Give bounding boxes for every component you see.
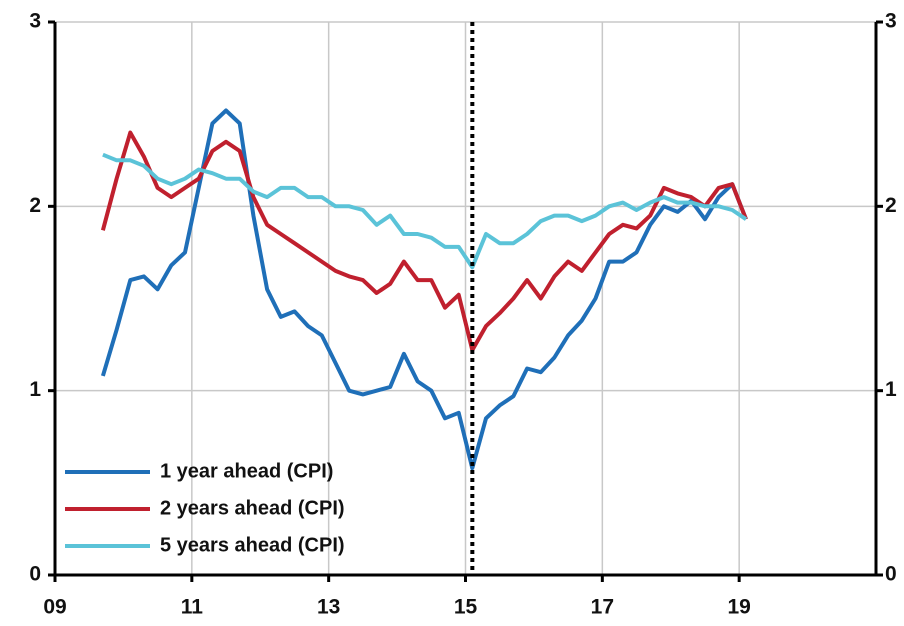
y-tick-label: 1 <box>29 378 41 401</box>
y-tick-label: 2 <box>29 194 41 217</box>
y2-tick-label: 3 <box>885 10 897 33</box>
x-tick-label: 17 <box>591 596 614 619</box>
legend-label: 2 years ahead (CPI) <box>160 497 345 519</box>
legend-label: 1 year ahead (CPI) <box>160 460 333 482</box>
y-tick-label: 3 <box>29 10 41 33</box>
y2-tick-label: 2 <box>885 194 897 217</box>
x-tick-label: 13 <box>317 596 340 619</box>
x-tick-label: 09 <box>43 596 66 619</box>
y-tick-label: 0 <box>29 563 41 586</box>
y2-tick-label: 0 <box>885 563 897 586</box>
y2-tick-label: 1 <box>885 378 897 401</box>
x-tick-label: 15 <box>454 596 478 619</box>
series-line <box>100 108 748 471</box>
x-tick-label: 19 <box>727 596 750 619</box>
series-line <box>102 152 748 270</box>
x-tick-label: 11 <box>181 596 204 619</box>
series-line <box>100 130 748 353</box>
legend-label: 5 years ahead (CPI) <box>160 534 345 556</box>
